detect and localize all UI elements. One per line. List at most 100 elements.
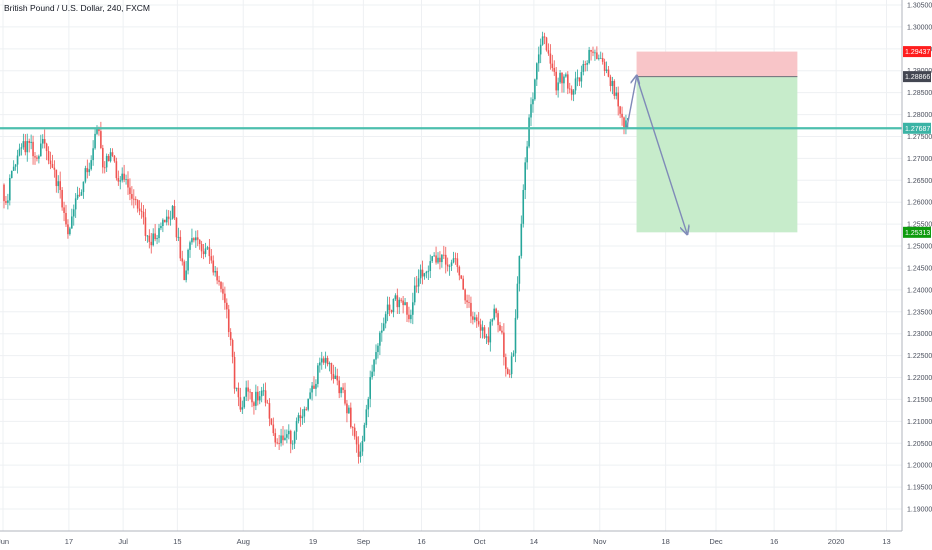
projection-up-arrow[interactable] <box>626 77 637 128</box>
candle-up <box>348 407 350 414</box>
candle-up <box>580 71 583 82</box>
stop-price-badge <box>903 46 931 58</box>
candle-down <box>396 295 399 308</box>
candle-down <box>439 257 441 263</box>
candle-down <box>274 433 277 443</box>
x-tick-label: Dec <box>709 537 723 546</box>
y-tick-label: 1.28000 <box>907 112 932 119</box>
candle-down <box>127 179 129 188</box>
candle-down <box>475 317 478 322</box>
candle-up <box>582 63 585 72</box>
projection-down-arrow[interactable] <box>635 76 687 234</box>
candle-down <box>107 155 110 162</box>
candle-up <box>30 141 32 143</box>
candle-down <box>415 285 418 287</box>
y-tick-label: 1.24500 <box>907 265 932 272</box>
candle-down <box>456 258 459 267</box>
candle-down <box>472 316 474 320</box>
candle-up <box>38 156 40 159</box>
candle-up <box>7 200 9 203</box>
candle-down <box>501 330 503 333</box>
candle-down <box>549 53 552 64</box>
candle-up <box>92 148 94 161</box>
candle-down <box>193 238 195 241</box>
candle-down <box>499 325 501 331</box>
candle-down <box>390 310 393 313</box>
candle-down <box>198 239 201 244</box>
candle-down <box>200 243 203 252</box>
projection-arrows[interactable] <box>626 76 687 234</box>
candle-up <box>557 82 559 91</box>
candle-down <box>36 157 38 159</box>
x-tick-label: 14 <box>530 537 538 546</box>
candle-down <box>111 152 114 156</box>
candle-up <box>206 247 209 249</box>
candle-down <box>224 293 226 303</box>
y-tick-label: 1.26500 <box>907 178 932 185</box>
candle-up <box>88 169 91 173</box>
candle-down <box>51 164 54 168</box>
time-axis[interactable]: Jun 17 Jul 15 Aug 19 Sep 16 Oct 14 Nov 18 Dec 16 2020 1… <box>0 537 891 546</box>
candle-up <box>14 164 17 167</box>
candle-up <box>586 63 588 65</box>
candle-up <box>625 120 627 128</box>
candle-down <box>400 299 402 301</box>
candle-down <box>28 141 30 143</box>
candles <box>3 31 629 464</box>
candle-down <box>336 375 339 381</box>
candle-down <box>344 389 346 404</box>
candle-down <box>406 302 408 315</box>
candle-down <box>202 251 205 255</box>
x-tick-label: Jun <box>0 537 9 546</box>
candle-up <box>105 155 108 168</box>
candle-down <box>503 332 505 358</box>
candle-up <box>317 365 319 384</box>
candle-down <box>468 302 470 304</box>
x-tick-label: 13 <box>882 537 890 546</box>
candle-down <box>218 280 220 282</box>
target-price-badge <box>903 226 931 238</box>
candle-up <box>382 323 385 331</box>
candle-down <box>443 254 445 256</box>
candle-up <box>40 143 42 157</box>
candle-down <box>181 258 184 262</box>
candle-up <box>429 261 432 271</box>
candle-down <box>402 300 404 306</box>
candle-up <box>512 353 515 357</box>
candle-up <box>311 385 313 393</box>
candle-up <box>286 434 288 438</box>
candle-up <box>425 271 428 274</box>
candle-up <box>452 258 455 263</box>
candle-up <box>489 321 492 343</box>
candle-down <box>351 427 354 428</box>
candle-down <box>388 304 391 311</box>
y-tick-label: 1.27000 <box>907 156 932 163</box>
y-tick-label: 1.21500 <box>907 397 932 404</box>
candle-up <box>365 409 368 426</box>
y-tick-label: 1.22500 <box>907 353 932 360</box>
candle-down <box>483 327 486 338</box>
take-profit-zone <box>636 76 798 233</box>
candle-down <box>196 237 199 240</box>
candle-up <box>171 205 174 219</box>
x-tick-label: Oct <box>474 537 487 546</box>
candle-down <box>34 156 36 158</box>
candle-down <box>446 264 449 267</box>
candle-up <box>516 283 519 318</box>
x-tick-label: 17 <box>65 537 73 546</box>
candle-up <box>539 44 542 55</box>
candle-up <box>309 392 311 399</box>
candle-down <box>249 391 251 393</box>
candle-up <box>541 36 544 45</box>
candle-down <box>115 161 118 179</box>
x-tick-label: 19 <box>309 537 317 546</box>
candle-up <box>530 104 532 118</box>
candle-up <box>165 216 168 223</box>
candle-up <box>514 317 517 354</box>
y-tick-label: 1.19000 <box>907 507 932 514</box>
candle-down <box>305 408 308 410</box>
candle-up <box>559 72 561 83</box>
candle-up <box>534 79 536 100</box>
candle-down <box>408 314 410 320</box>
